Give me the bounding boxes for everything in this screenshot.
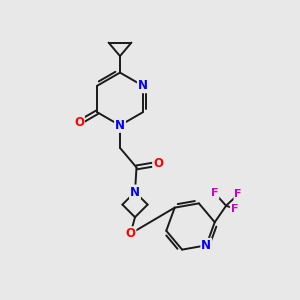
Text: O: O — [125, 227, 136, 240]
Text: N: N — [201, 239, 211, 252]
Text: N: N — [115, 119, 125, 132]
Text: F: F — [231, 204, 238, 214]
Text: O: O — [74, 116, 84, 129]
Text: O: O — [153, 157, 163, 170]
Text: N: N — [138, 79, 148, 92]
Text: N: N — [130, 185, 140, 199]
Text: F: F — [211, 188, 218, 198]
Text: F: F — [234, 189, 242, 199]
